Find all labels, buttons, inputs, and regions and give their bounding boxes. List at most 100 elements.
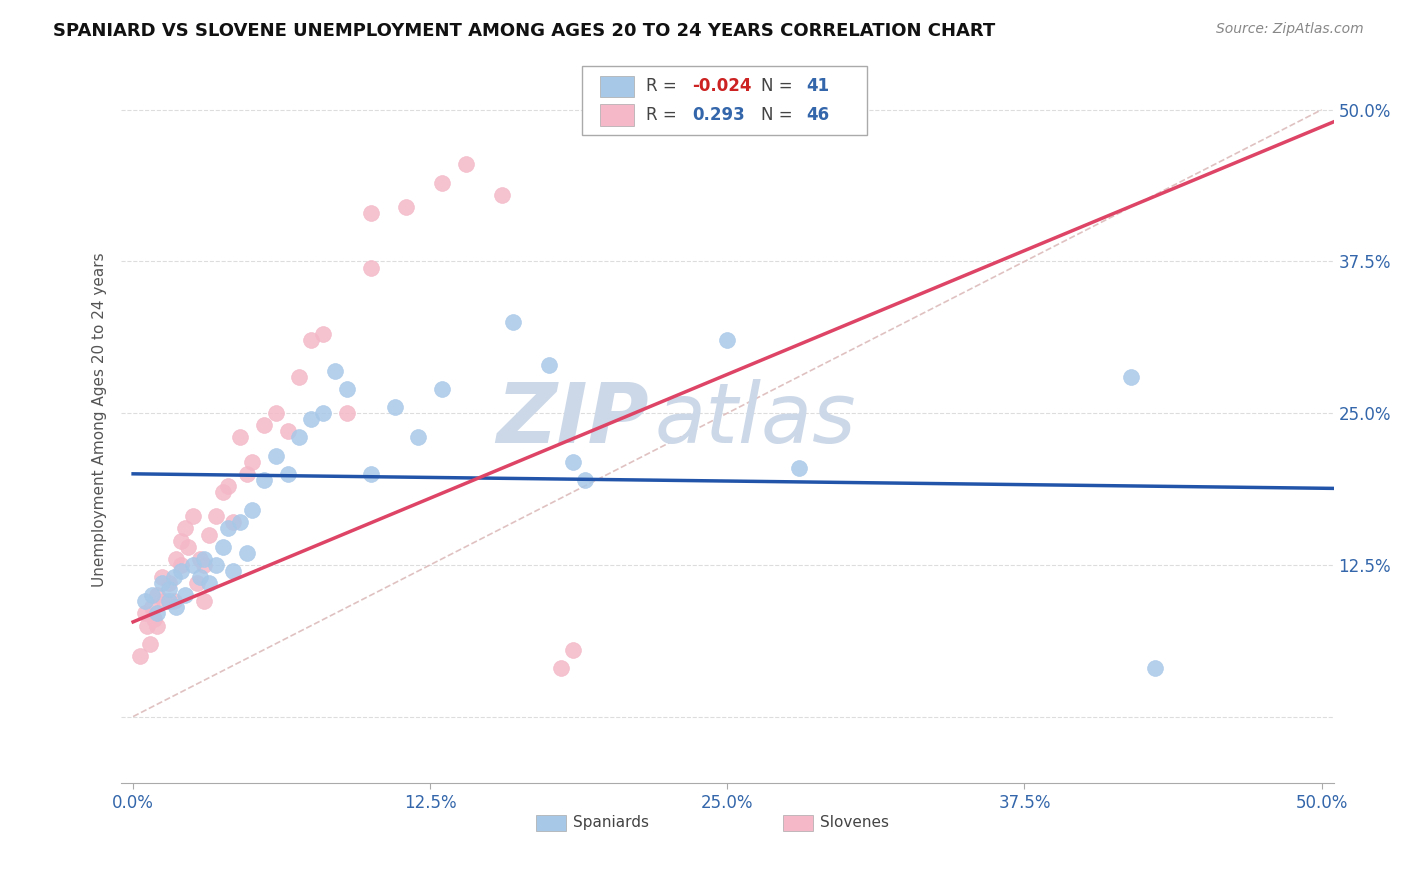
Point — [146, 618, 169, 632]
Point — [384, 400, 406, 414]
Point — [336, 406, 359, 420]
Point — [141, 588, 163, 602]
Point — [169, 564, 191, 578]
Point — [146, 588, 169, 602]
Text: Source: ZipAtlas.com: Source: ZipAtlas.com — [1216, 22, 1364, 37]
Point — [193, 551, 215, 566]
Point — [236, 467, 259, 481]
Point — [157, 594, 180, 608]
Text: 0.293: 0.293 — [692, 106, 745, 124]
Point — [153, 594, 176, 608]
Point — [141, 600, 163, 615]
Text: atlas: atlas — [655, 379, 856, 459]
Point — [174, 521, 197, 535]
Point — [169, 533, 191, 548]
Y-axis label: Unemployment Among Ages 20 to 24 years: Unemployment Among Ages 20 to 24 years — [93, 252, 107, 587]
Point — [277, 425, 299, 439]
Point — [157, 576, 180, 591]
Point — [1144, 661, 1167, 675]
Point — [561, 455, 583, 469]
Point — [253, 418, 276, 433]
Point — [408, 430, 430, 444]
Point — [229, 430, 252, 444]
Point — [288, 430, 311, 444]
Point — [395, 200, 418, 214]
Point — [323, 364, 346, 378]
Point — [277, 467, 299, 481]
Point — [181, 509, 204, 524]
FancyBboxPatch shape — [600, 104, 634, 126]
Point — [193, 558, 215, 572]
Text: R =: R = — [647, 106, 682, 124]
Point — [491, 187, 513, 202]
Point — [336, 382, 359, 396]
Point — [198, 576, 221, 591]
Point — [240, 503, 263, 517]
Point — [299, 334, 322, 348]
Point — [150, 576, 173, 591]
Text: R =: R = — [647, 78, 682, 95]
Point — [193, 594, 215, 608]
Point — [134, 594, 156, 608]
Point — [538, 358, 561, 372]
Point — [299, 412, 322, 426]
Point — [240, 455, 263, 469]
Point — [212, 485, 235, 500]
Point — [430, 382, 453, 396]
Point — [561, 642, 583, 657]
Point — [288, 369, 311, 384]
Point — [360, 206, 382, 220]
Point — [205, 509, 228, 524]
Text: Spaniards: Spaniards — [574, 815, 650, 830]
Text: 41: 41 — [806, 78, 830, 95]
Point — [454, 157, 477, 171]
Point — [186, 576, 208, 591]
Point — [150, 570, 173, 584]
Point — [165, 551, 187, 566]
Point — [146, 607, 169, 621]
Point — [134, 607, 156, 621]
Point — [157, 582, 180, 596]
Point — [174, 588, 197, 602]
Point — [360, 467, 382, 481]
Point — [312, 406, 335, 420]
Point — [229, 516, 252, 530]
Point — [787, 460, 810, 475]
Point — [264, 406, 287, 420]
Point — [165, 600, 187, 615]
Point — [212, 540, 235, 554]
Point — [177, 540, 200, 554]
Point — [1121, 369, 1143, 384]
Point — [129, 648, 152, 663]
FancyBboxPatch shape — [600, 76, 634, 97]
Point — [217, 479, 239, 493]
Point — [430, 176, 453, 190]
Point — [550, 661, 572, 675]
Text: SPANIARD VS SLOVENE UNEMPLOYMENT AMONG AGES 20 TO 24 YEARS CORRELATION CHART: SPANIARD VS SLOVENE UNEMPLOYMENT AMONG A… — [53, 22, 995, 40]
Point — [574, 473, 596, 487]
Point — [502, 315, 524, 329]
Text: Slovenes: Slovenes — [820, 815, 889, 830]
Point — [136, 618, 159, 632]
Point — [236, 546, 259, 560]
Point — [143, 612, 166, 626]
Point — [222, 516, 245, 530]
Point — [188, 551, 211, 566]
Point — [222, 564, 245, 578]
FancyBboxPatch shape — [783, 814, 814, 830]
Point — [198, 527, 221, 541]
Text: N =: N = — [761, 78, 799, 95]
Point — [188, 570, 211, 584]
Point — [264, 449, 287, 463]
Point — [181, 558, 204, 572]
Point — [360, 260, 382, 275]
Point — [205, 558, 228, 572]
Point — [162, 594, 184, 608]
Point — [217, 521, 239, 535]
FancyBboxPatch shape — [582, 66, 866, 136]
Point — [162, 570, 184, 584]
Point — [716, 334, 738, 348]
Text: ZIP: ZIP — [496, 379, 648, 459]
Point — [169, 558, 191, 572]
Point — [253, 473, 276, 487]
